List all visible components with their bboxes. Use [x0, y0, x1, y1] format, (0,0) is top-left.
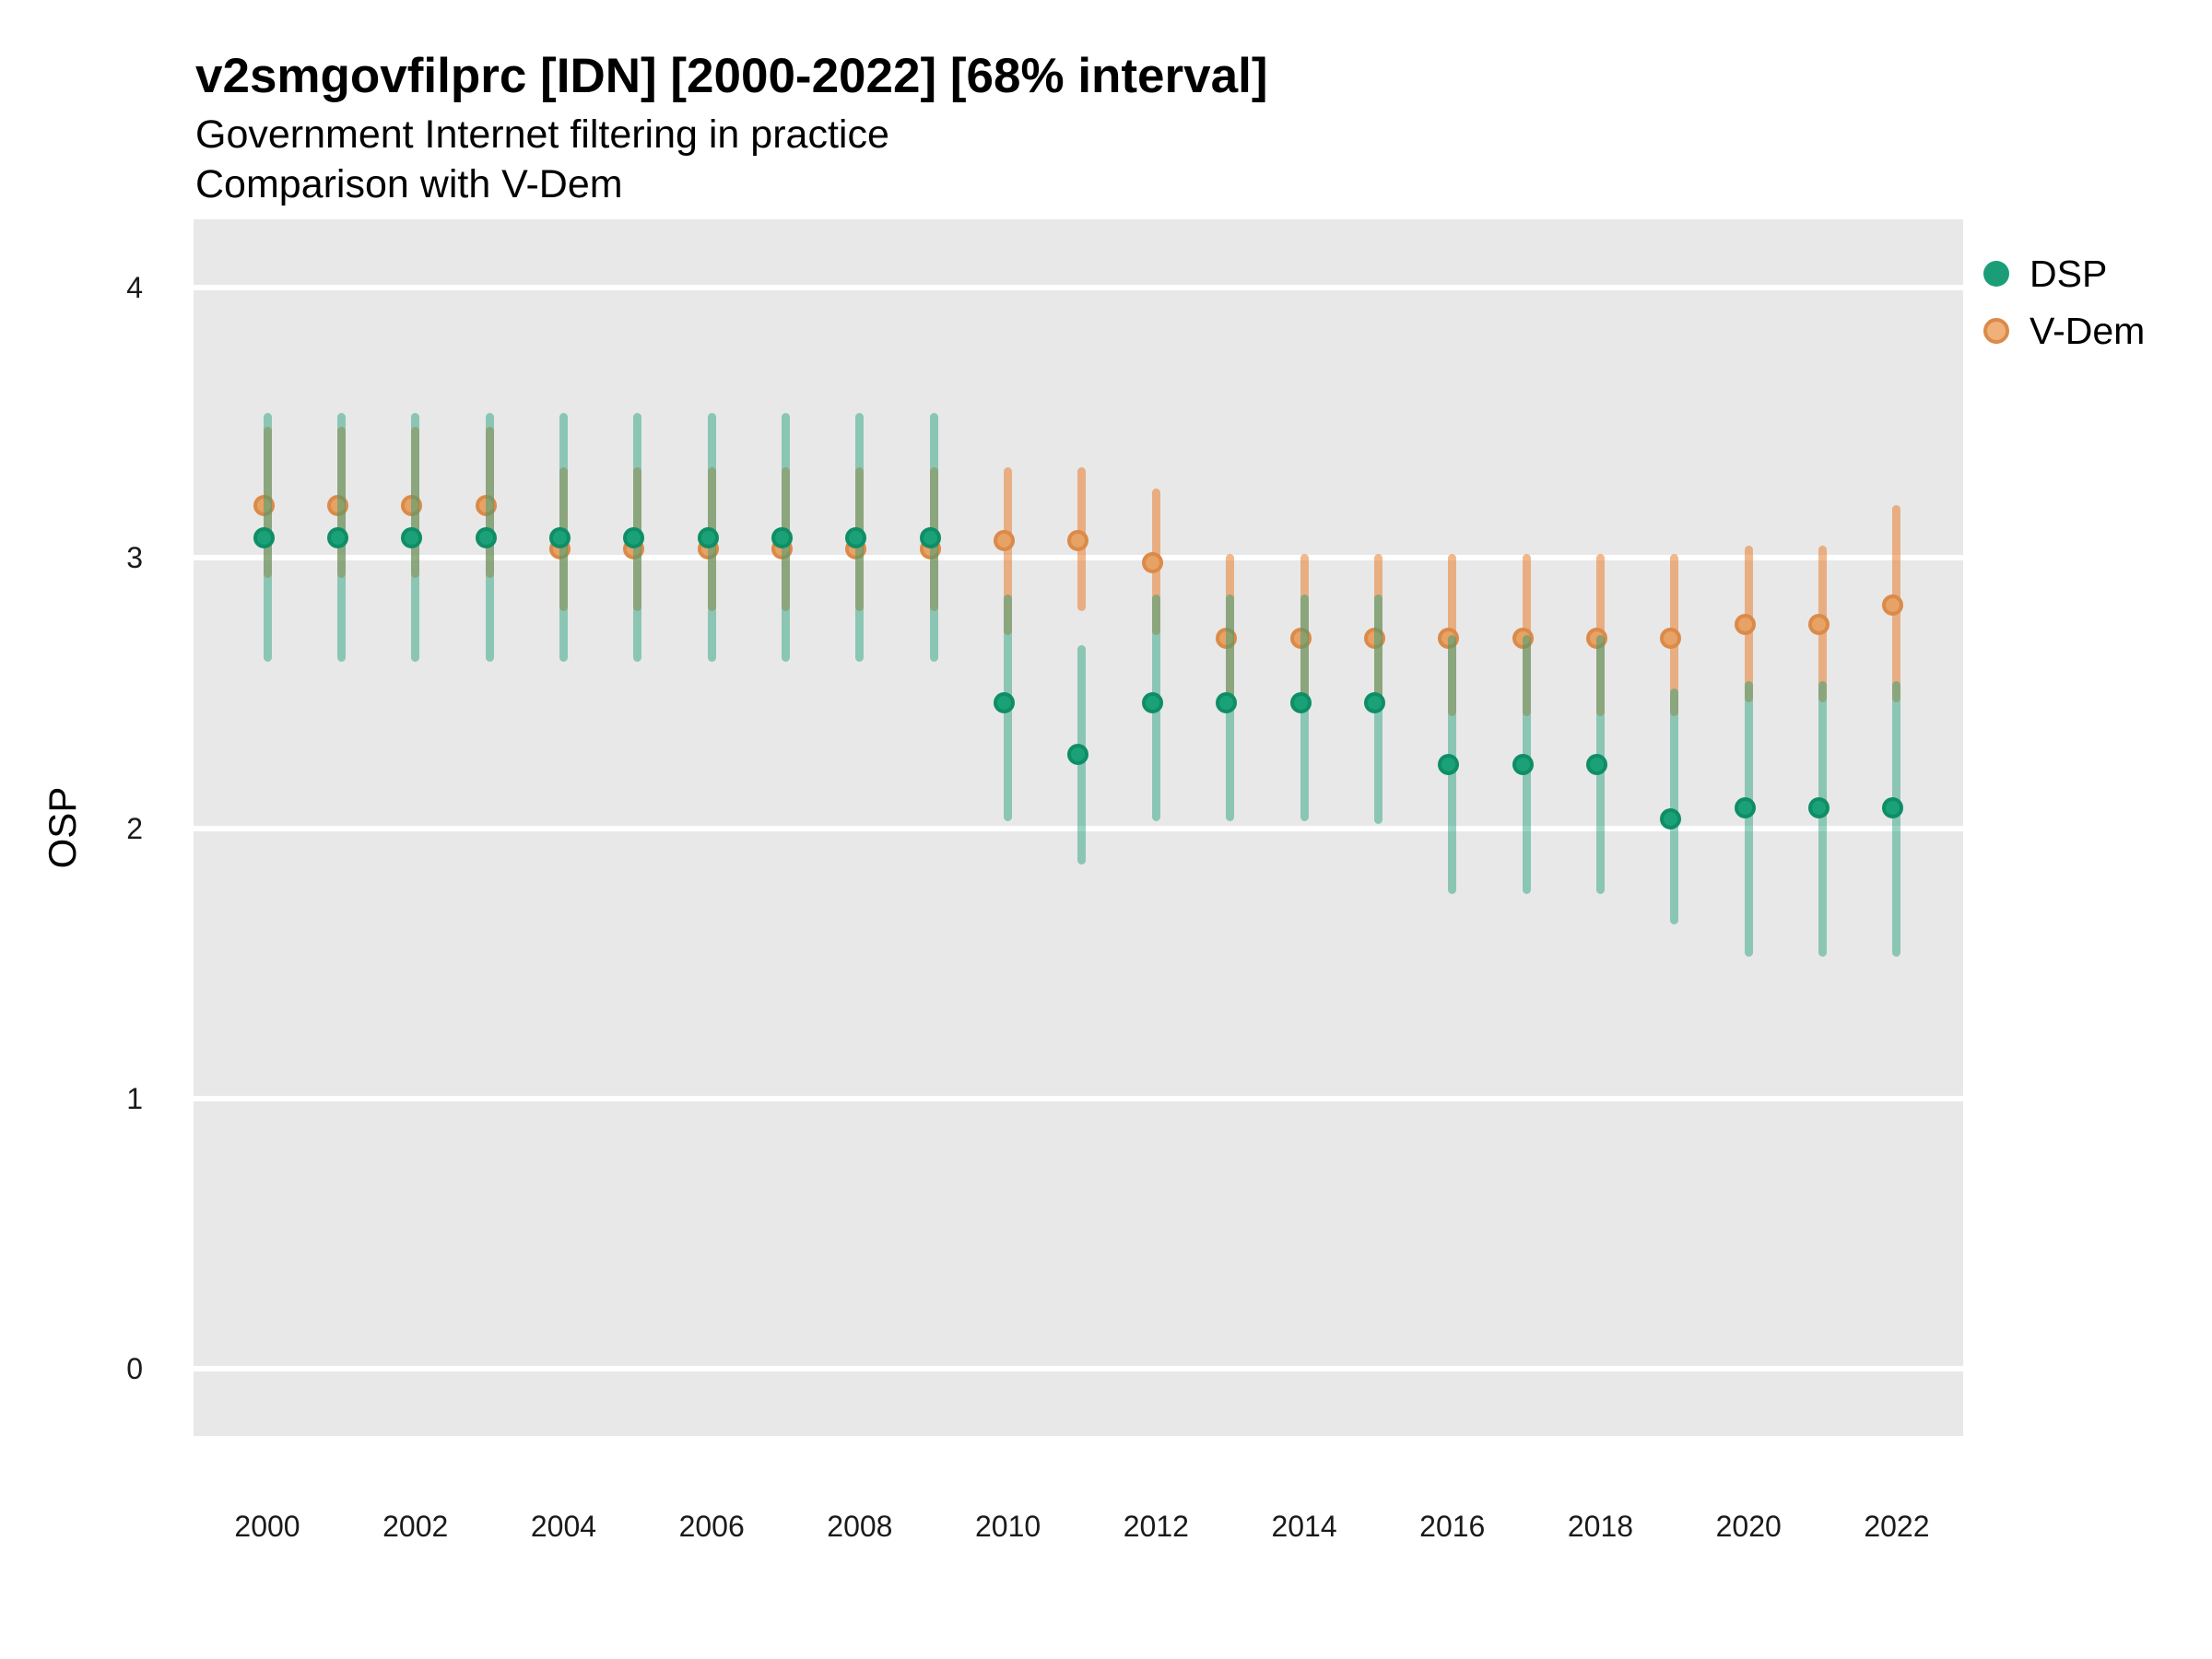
- dsp-point-2008: [845, 527, 867, 549]
- gridline-y-1: [194, 1095, 1963, 1101]
- dsp-point-2001: [326, 527, 348, 549]
- dsp-point-2022: [1882, 797, 1904, 819]
- gridline-y-0: [194, 1366, 1963, 1371]
- x-tick-label-2014: 2014: [1271, 1510, 1337, 1543]
- y-tick-label-0: 0: [126, 1352, 143, 1385]
- dsp-point-2018: [1585, 754, 1607, 776]
- x-tick-label-2018: 2018: [1567, 1510, 1634, 1543]
- vdem-point-2012: [1141, 551, 1163, 573]
- vdem-point-2016: [1438, 627, 1460, 649]
- vdem-interval-bar-2010: [1004, 466, 1013, 635]
- vdem-point-2014: [1289, 627, 1312, 649]
- y-tick-label-4: 4: [126, 271, 143, 304]
- vdem-point-2001: [326, 494, 348, 516]
- dsp-point-2020: [1734, 797, 1756, 819]
- legend-label-vdem: V-Dem: [2030, 309, 2146, 352]
- vdem-point-2011: [1067, 530, 1089, 552]
- x-tick-label-2006: 2006: [678, 1510, 745, 1543]
- gridline-y-2: [194, 825, 1963, 831]
- dsp-point-2002: [401, 527, 423, 549]
- chart-panel: [194, 219, 1963, 1436]
- legend-label-dsp: DSP: [2030, 252, 2108, 295]
- dsp-point-2016: [1438, 754, 1460, 776]
- x-tick-label-2016: 2016: [1419, 1510, 1486, 1543]
- gridline-y-4: [194, 285, 1963, 290]
- x-tick-label-2004: 2004: [530, 1510, 597, 1543]
- vdem-point-2022: [1882, 594, 1904, 617]
- dsp-interval-bar-2020: [1744, 680, 1753, 957]
- x-tick-label-2000: 2000: [234, 1510, 300, 1543]
- vdem-point-2000: [253, 494, 275, 516]
- dsp-interval-bar-2021: [1818, 680, 1828, 957]
- chart-subtitle-comparison: Comparison with V-Dem: [195, 162, 623, 206]
- vdem-point-2002: [401, 494, 423, 516]
- x-tick-label-2008: 2008: [827, 1510, 893, 1543]
- x-tick-label-2022: 2022: [1864, 1510, 1930, 1543]
- dsp-point-2019: [1660, 808, 1682, 830]
- vdem-legend-dot-icon: [1983, 318, 2009, 344]
- vdem-point-2010: [994, 530, 1016, 552]
- vdem-point-2015: [1363, 627, 1385, 649]
- x-tick-label-2012: 2012: [1123, 1510, 1189, 1543]
- x-tick-label-2010: 2010: [975, 1510, 1041, 1543]
- x-tick-label-2020: 2020: [1715, 1510, 1782, 1543]
- dsp-point-2021: [1808, 797, 1830, 819]
- dsp-point-2015: [1363, 692, 1385, 714]
- dsp-point-2007: [771, 527, 794, 549]
- x-tick-label-2002: 2002: [382, 1510, 449, 1543]
- vdem-point-2017: [1512, 627, 1534, 649]
- vdem-point-2003: [475, 494, 497, 516]
- dsp-point-2009: [919, 527, 941, 549]
- chart-title: v2smgovfilprc [IDN] [2000-2022] [68% int…: [195, 49, 1268, 103]
- dsp-point-2004: [548, 527, 571, 549]
- vdem-point-2013: [1216, 627, 1238, 649]
- dsp-point-2012: [1141, 692, 1163, 714]
- dsp-point-2010: [994, 692, 1016, 714]
- dsp-point-2005: [623, 527, 645, 549]
- vdem-point-2020: [1734, 613, 1756, 635]
- dsp-point-2014: [1289, 692, 1312, 714]
- chart-subtitle: Government Internet filtering in practic…: [195, 112, 889, 157]
- dsp-legend-dot-icon: [1983, 261, 2009, 287]
- y-tick-label-3: 3: [126, 541, 143, 575]
- dsp-point-2017: [1512, 754, 1534, 776]
- y-tick-label-2: 2: [126, 811, 143, 845]
- legend-item-vdem: V-Dem: [1983, 302, 2145, 359]
- dsp-interval-bar-2019: [1670, 688, 1679, 924]
- dsp-interval-bar-2022: [1892, 680, 1901, 957]
- dsp-point-2003: [475, 527, 497, 549]
- dsp-point-2013: [1216, 692, 1238, 714]
- legend: DSP V-Dem: [1983, 245, 2145, 359]
- dsp-point-2011: [1067, 743, 1089, 765]
- dsp-point-2006: [697, 527, 719, 549]
- dsp-point-2000: [253, 527, 275, 549]
- vdem-point-2019: [1660, 627, 1682, 649]
- legend-item-dsp: DSP: [1983, 245, 2145, 302]
- y-tick-label-1: 1: [126, 1081, 143, 1115]
- vdem-point-2021: [1808, 613, 1830, 635]
- vdem-point-2018: [1585, 627, 1607, 649]
